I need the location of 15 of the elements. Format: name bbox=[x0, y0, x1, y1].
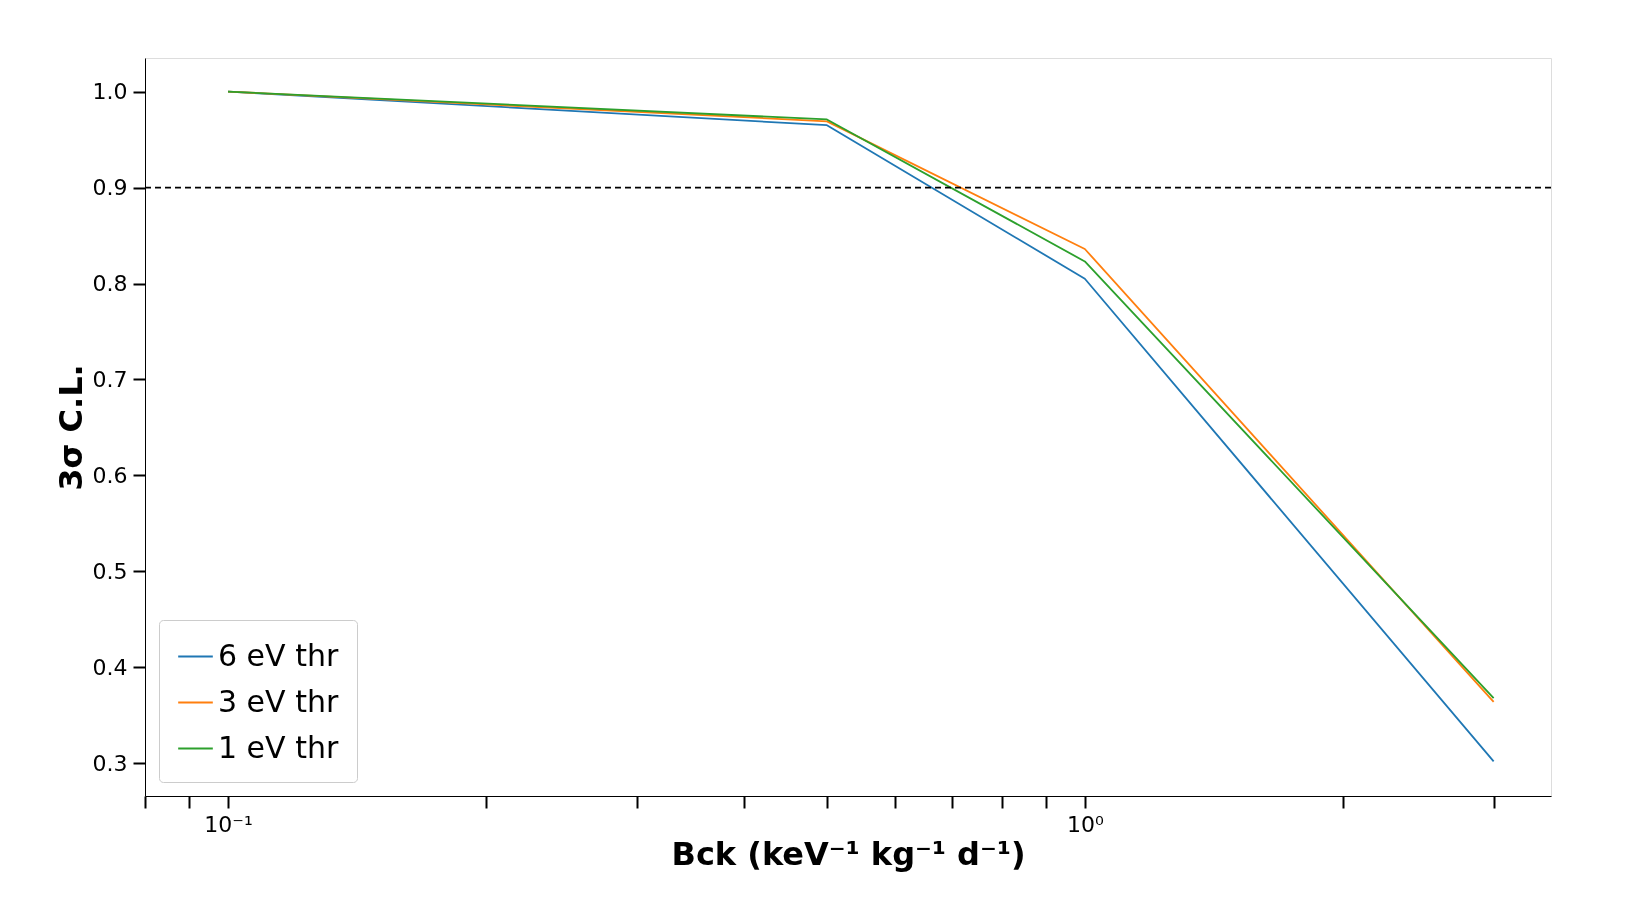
y-tick-label: 0.4 bbox=[92, 654, 128, 680]
legend-label: 1 eV thr bbox=[218, 729, 339, 765]
y-axis-title: 3σ C.L. bbox=[51, 364, 90, 491]
x-tick-label: 10⁻¹ bbox=[204, 811, 253, 837]
legend-label: 3 eV thr bbox=[218, 683, 339, 719]
y-tick-label: 0.3 bbox=[92, 750, 128, 776]
y-tick-label: 0.8 bbox=[92, 271, 128, 297]
x-axis-title: Bck (keV⁻¹ kg⁻¹ d⁻¹) bbox=[671, 834, 1026, 873]
y-tick-label: 0.5 bbox=[92, 558, 128, 584]
x-tick-label: 10⁰ bbox=[1066, 811, 1104, 837]
y-tick-label: 1.0 bbox=[92, 79, 128, 105]
legend-label: 6 eV thr bbox=[218, 637, 339, 673]
y-tick-label: 0.6 bbox=[92, 462, 128, 488]
y-tick-label: 0.9 bbox=[92, 175, 128, 201]
y-tick-label: 0.7 bbox=[92, 367, 128, 392]
